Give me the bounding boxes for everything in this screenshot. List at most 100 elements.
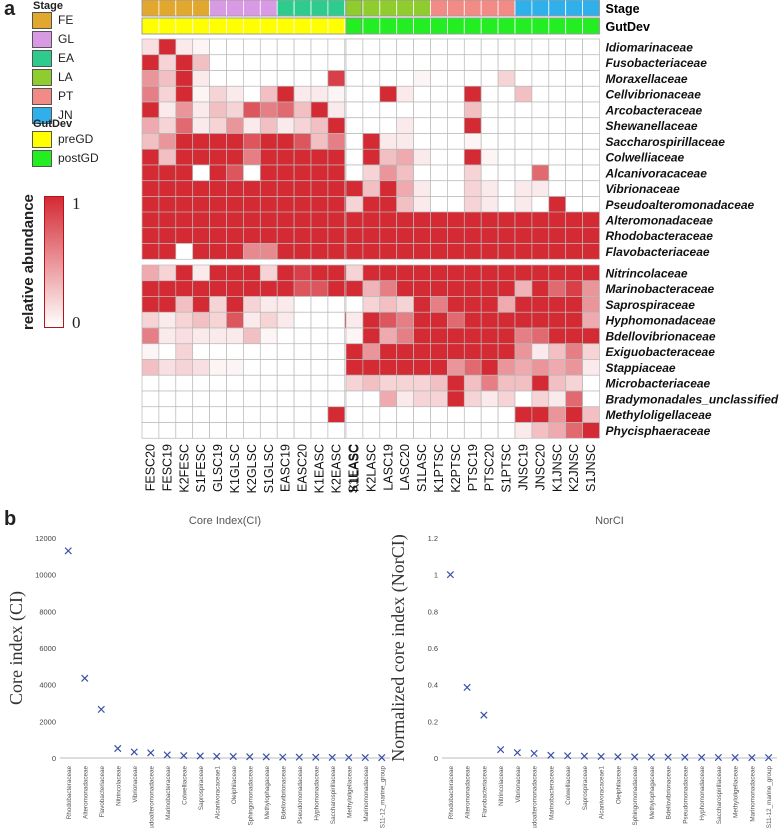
scatter-1-category: Methyloligellaceae: [346, 766, 353, 818]
gutdev-annotation-cell: [141, 17, 160, 35]
heatmap-cell: [141, 196, 160, 213]
scatter-2-title: NorCI: [595, 515, 624, 527]
heatmap-cell: [379, 311, 398, 329]
heatmap-cell: [548, 243, 567, 260]
heatmap-cell: [447, 196, 465, 213]
heatmap-cell: [514, 54, 533, 71]
heatmap-cell: [480, 38, 499, 56]
heatmap-cell: [548, 180, 567, 197]
heatmap-cell: [514, 264, 533, 282]
heatmap-cell: [209, 406, 227, 423]
heatmap-cell: [310, 180, 329, 197]
heatmap-cell: [497, 406, 516, 423]
heatmap-cell: [413, 359, 431, 376]
scatter-2-point: [765, 754, 773, 762]
scatter-2-point: [547, 751, 555, 759]
heatmap-cell: [192, 85, 210, 103]
scatter-1-point: [163, 751, 171, 759]
heatmap-cell: [430, 117, 448, 134]
heatmap-cell: [582, 406, 600, 423]
heatmap-cell: [379, 101, 398, 119]
heatmap-cell: [259, 85, 278, 103]
scatter-2-point: [647, 753, 655, 761]
heatmap-cell: [310, 196, 329, 213]
heatmap-cell: [345, 243, 364, 260]
heatmap-cell: [531, 54, 550, 71]
heatmap-cell: [259, 406, 278, 423]
heatmap-cell: [430, 54, 448, 71]
heatmap-cell: [565, 227, 583, 244]
heatmap-cell: [463, 359, 482, 376]
heatmap-cell: [226, 422, 244, 439]
heatmap-cell: [514, 101, 533, 119]
stage-annotation-cell: [327, 0, 346, 17]
heatmap-cell: [310, 148, 329, 166]
heatmap-cell: [463, 227, 482, 244]
heatmap-cell: [158, 164, 177, 182]
stage-annotation-cell: [582, 0, 600, 17]
heatmap-cell: [379, 85, 398, 103]
heatmap-cell: [327, 374, 346, 392]
scatter-2-category: Marinomonadaceae: [749, 766, 756, 822]
heatmap-cell: [531, 38, 550, 56]
heatmap-cell: [531, 343, 550, 360]
heatmap-cell: [209, 54, 227, 71]
heatmap-cell: [141, 164, 160, 182]
heatmap-cell: [276, 54, 295, 71]
scatter-2-category: Alteromonadaceae: [465, 766, 472, 819]
heatmap-cell: [209, 280, 227, 297]
sample-label: S1PTSC: [500, 444, 514, 493]
heatmap-cell: [175, 243, 194, 260]
taxon-label: Vibrionaceae: [606, 182, 681, 196]
heatmap-cell: [463, 422, 482, 439]
heatmap-cell: [158, 243, 177, 260]
heatmap-cell: [447, 374, 465, 392]
heatmap-cell: [565, 390, 583, 408]
heatmap-cell: [514, 70, 533, 87]
stage-annotation-cell: [158, 0, 177, 17]
heatmap-cell: [243, 211, 261, 229]
heatmap-cell: [345, 422, 364, 439]
scatter-1-point: [295, 753, 303, 761]
scatter-2-point: [463, 683, 471, 692]
gutdev-annotation-cell: [565, 17, 584, 35]
heatmap-cell: [480, 311, 499, 329]
heatmap-cell: [243, 390, 261, 408]
heatmap-cell: [396, 359, 414, 376]
heatmap-cell: [430, 70, 448, 87]
heatmap-cell: [463, 264, 482, 282]
gutdev-annotation-cell: [293, 17, 312, 35]
heatmap-cell: [141, 406, 160, 423]
stage-annotation-cell: [379, 0, 398, 17]
heatmap-cell: [293, 280, 312, 297]
scatter-1-category: Rhodobacteraceae: [66, 766, 73, 820]
sample-label: GLSC19: [211, 444, 225, 492]
heatmap-cell: [413, 180, 431, 197]
heatmap-cell: [327, 327, 346, 345]
heatmap-cell: [293, 148, 312, 166]
heatmap-cell: [463, 101, 482, 119]
heatmap-cell: [259, 227, 278, 244]
heatmap-cell: [276, 327, 295, 345]
stage-legend-item-swatch: [32, 30, 52, 48]
heatmap-cell: [192, 422, 210, 439]
heatmap-cell: [310, 101, 329, 119]
heatmap-cell: [565, 296, 583, 313]
heatmap-cell: [447, 311, 465, 329]
scatter-2-category: Bdellovibrionaceae: [666, 766, 673, 820]
heatmap-cell: [396, 243, 414, 260]
scatter-1-ytick: 2000: [39, 717, 56, 726]
heatmap-cell: [480, 196, 499, 213]
heatmap-cell: [141, 148, 160, 166]
heatmap-cell: [175, 390, 194, 408]
heatmap-cell: [226, 374, 244, 392]
heatmap-cell: [327, 406, 346, 423]
heatmap-cell: [192, 390, 210, 408]
sample-label: K2EASC: [329, 444, 343, 493]
heatmap-cell: [175, 311, 194, 329]
stage-annotation-cell: [531, 0, 550, 17]
heatmap-cell: [447, 227, 465, 244]
heatmap-cell: [447, 343, 465, 360]
heatmap-cell: [259, 243, 278, 260]
heatmap-cell: [379, 359, 398, 376]
